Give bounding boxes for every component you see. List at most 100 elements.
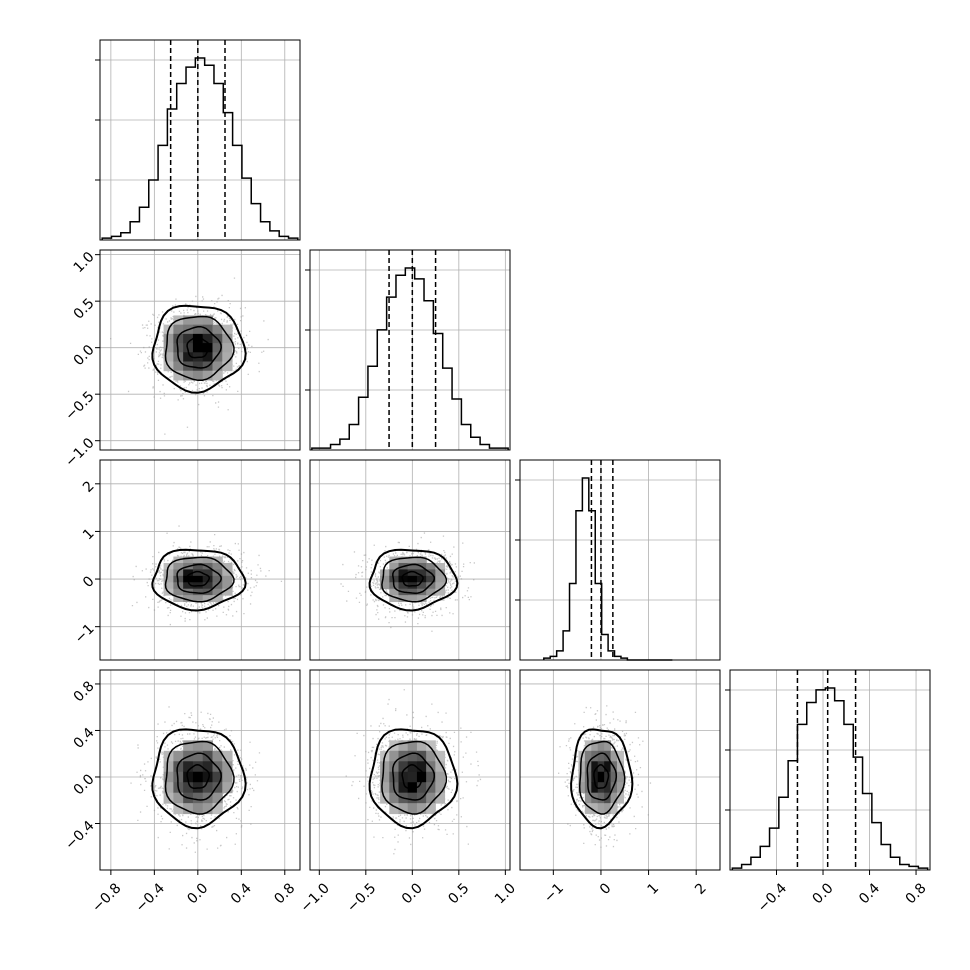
density-cell (597, 771, 605, 783)
density-cell (183, 782, 194, 794)
density-cell (407, 792, 418, 804)
density-cell (192, 315, 204, 326)
density-cell (202, 370, 213, 381)
contour-line (164, 740, 235, 815)
density-cell (173, 588, 184, 596)
hist-panel-0 (95, 39, 301, 241)
density-cell (591, 761, 599, 773)
density-cell (183, 556, 194, 564)
density-cell (398, 556, 409, 564)
density-cell (183, 582, 194, 590)
density-cell (597, 750, 605, 762)
density-cell (212, 782, 223, 794)
y-tick-label: 0.4 (71, 725, 98, 752)
density-cell (604, 803, 612, 815)
density-cell (435, 771, 446, 783)
x-tick-label: −1 (541, 880, 567, 906)
density-cell (222, 782, 233, 794)
contour-line (151, 728, 247, 830)
density-cell (398, 803, 409, 815)
density-panel-3-0: −0.4 0.0 0.4 0.8 −0.8 −0.4 0.0 0.4 0.8 (62, 669, 301, 916)
density-panel-2-1 (309, 459, 511, 661)
density-cell (192, 771, 204, 783)
axes-frame (309, 459, 511, 661)
histogram-step (101, 57, 299, 240)
histogram-step (543, 477, 673, 661)
density-cell (183, 315, 194, 326)
density-cell (173, 750, 184, 762)
density-cell (578, 782, 586, 794)
x-tick-label: 0.0 (399, 880, 426, 907)
density-cell (202, 352, 213, 362)
y-tick-label: 0.5 (71, 296, 98, 323)
contour-line (186, 336, 211, 359)
density-cell (416, 595, 427, 603)
density-cell (407, 761, 418, 773)
density-cell (202, 771, 213, 783)
density-cell (416, 761, 427, 773)
contour-line (392, 752, 436, 801)
x-tick-label: −0.4 (133, 880, 168, 915)
contour-line (401, 764, 424, 789)
density-cell (222, 588, 233, 596)
y-tick-label: 0.0 (71, 771, 98, 798)
contour-line (381, 556, 448, 603)
density-cell (578, 761, 586, 773)
density-cell (212, 595, 223, 603)
density-cell (435, 582, 446, 590)
x-tick-label: 0 (597, 880, 615, 898)
density-cell (435, 750, 446, 762)
density-cell (610, 750, 618, 762)
contour-line (186, 764, 211, 789)
density-cell (173, 370, 184, 381)
hist-panel-3: −0.4 0.0 0.4 0.8 (725, 669, 931, 916)
density-panel-1-0: −1.0 −0.5 0.0 0.5 1.0 (62, 249, 301, 470)
density-content (310, 460, 510, 660)
density-cell (584, 803, 592, 815)
density-cell (222, 750, 233, 762)
density-cell (212, 370, 223, 381)
density-cell (173, 792, 184, 804)
density-cell (426, 771, 436, 783)
x-tick-label: 0.0 (810, 880, 837, 907)
density-cell (407, 771, 418, 783)
density-cell (212, 361, 223, 372)
density-cell (380, 771, 390, 783)
hist-panel-2 (515, 459, 721, 661)
x-tick-label: 0.4 (856, 880, 883, 907)
density-cell (389, 750, 400, 762)
density-cell (212, 352, 223, 362)
contour-line (164, 556, 235, 603)
density-cell (192, 556, 204, 564)
density-cell (192, 761, 204, 773)
histogram-step (731, 687, 929, 870)
density-cell (163, 582, 174, 590)
x-tick-label: 0.0 (184, 880, 211, 907)
density-cell (426, 782, 436, 794)
y-tick-label: 0.8 (71, 678, 98, 705)
density-cell (604, 761, 612, 773)
density-cell (192, 324, 204, 335)
density-cell (597, 792, 605, 804)
density-cell (202, 315, 213, 326)
density-cell (163, 343, 174, 353)
density-cell (380, 782, 390, 794)
density-panel-3-2: −1 0 1 2 (519, 669, 721, 906)
density-cell (597, 803, 605, 815)
axes-frame (99, 39, 301, 241)
contour-line (176, 325, 222, 369)
density-cell (183, 352, 194, 362)
density-cell (212, 792, 223, 804)
density-cell (222, 562, 233, 570)
density-cell (173, 595, 184, 603)
density-cell (578, 771, 586, 783)
density-cell (212, 588, 223, 596)
density-cell (591, 740, 599, 752)
density-cell (617, 761, 624, 773)
x-tick-label: −0.8 (89, 880, 124, 915)
density-cell (192, 595, 204, 603)
density-cell (212, 575, 223, 583)
density-cell (173, 803, 184, 815)
density-cell (212, 562, 223, 570)
density-cell (163, 575, 174, 583)
